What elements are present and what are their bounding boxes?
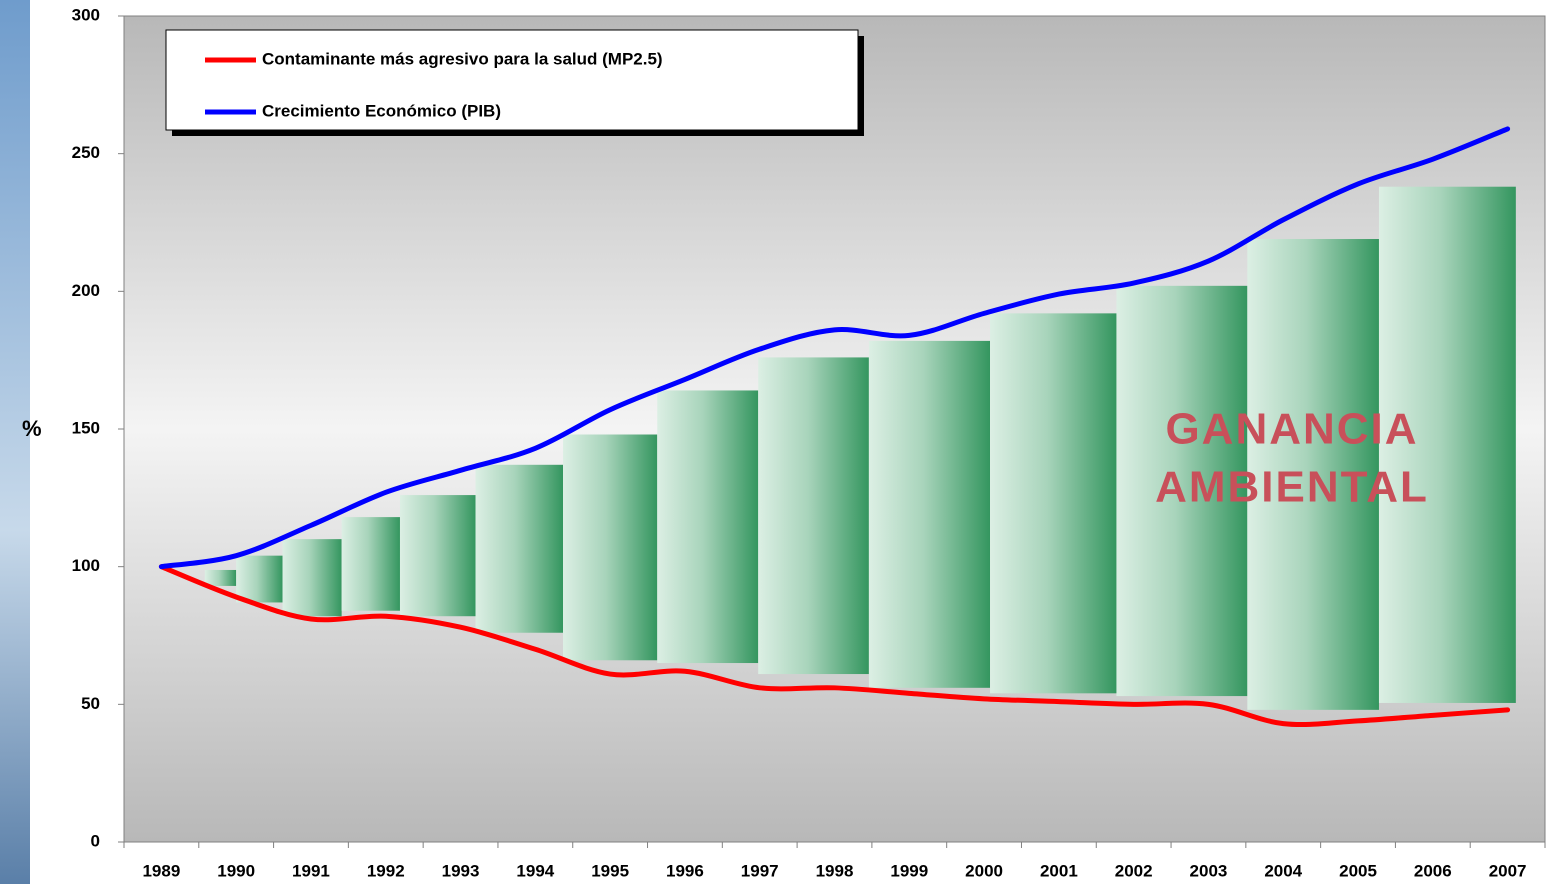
x-tick-label: 1999 [890,861,928,880]
y-tick-label: 300 [72,5,100,24]
x-tick-label: 1996 [666,861,704,880]
range-bar [205,570,236,586]
range-bar [476,465,564,633]
x-tick-label: 1992 [367,861,405,880]
y-tick-label: 250 [72,143,100,162]
x-tick-label: 1997 [741,861,779,880]
x-tick-label: 2004 [1264,861,1302,880]
range-bar [758,357,869,674]
x-tick-label: 1993 [442,861,480,880]
y-tick-label: 150 [72,418,100,437]
x-tick-label: 2001 [1040,861,1078,880]
x-tick-label: 1989 [142,861,180,880]
side-image [0,0,30,884]
x-tick-label: 2005 [1339,861,1377,880]
range-bar [563,435,657,661]
range-bar [400,495,476,616]
range-bar [990,313,1116,693]
y-tick-label: 100 [72,556,100,575]
annotation: AMBIENTAL [1155,463,1429,512]
x-tick-label: 1998 [816,861,854,880]
legend-label: Contaminante más agresivo para la salud … [262,49,663,68]
x-tick-label: 2003 [1190,861,1228,880]
x-tick-label: 1994 [516,861,554,880]
y-tick-label: 50 [81,694,100,713]
x-tick-label: 2007 [1489,861,1527,880]
range-bar [342,517,400,611]
range-bar [657,390,758,663]
annotation: GANANCIA [1165,405,1418,454]
y-tick-label: 200 [72,281,100,300]
range-bar [236,556,282,603]
x-tick-label: 1990 [217,861,255,880]
x-tick-label: 1995 [591,861,629,880]
x-tick-label: 2002 [1115,861,1153,880]
y-axis-label: % [22,416,42,441]
legend-label: Crecimiento Económico (PIB) [262,101,501,120]
x-tick-label: 2006 [1414,861,1452,880]
y-tick-label: 0 [91,831,100,850]
range-bar [283,539,342,616]
x-tick-label: 1991 [292,861,330,880]
x-tick-label: 2000 [965,861,1003,880]
chart: % 0 50 100 150 200 250 300 1989 1990 1991 1992 1993… [0,0,1553,884]
range-bar [869,341,990,688]
